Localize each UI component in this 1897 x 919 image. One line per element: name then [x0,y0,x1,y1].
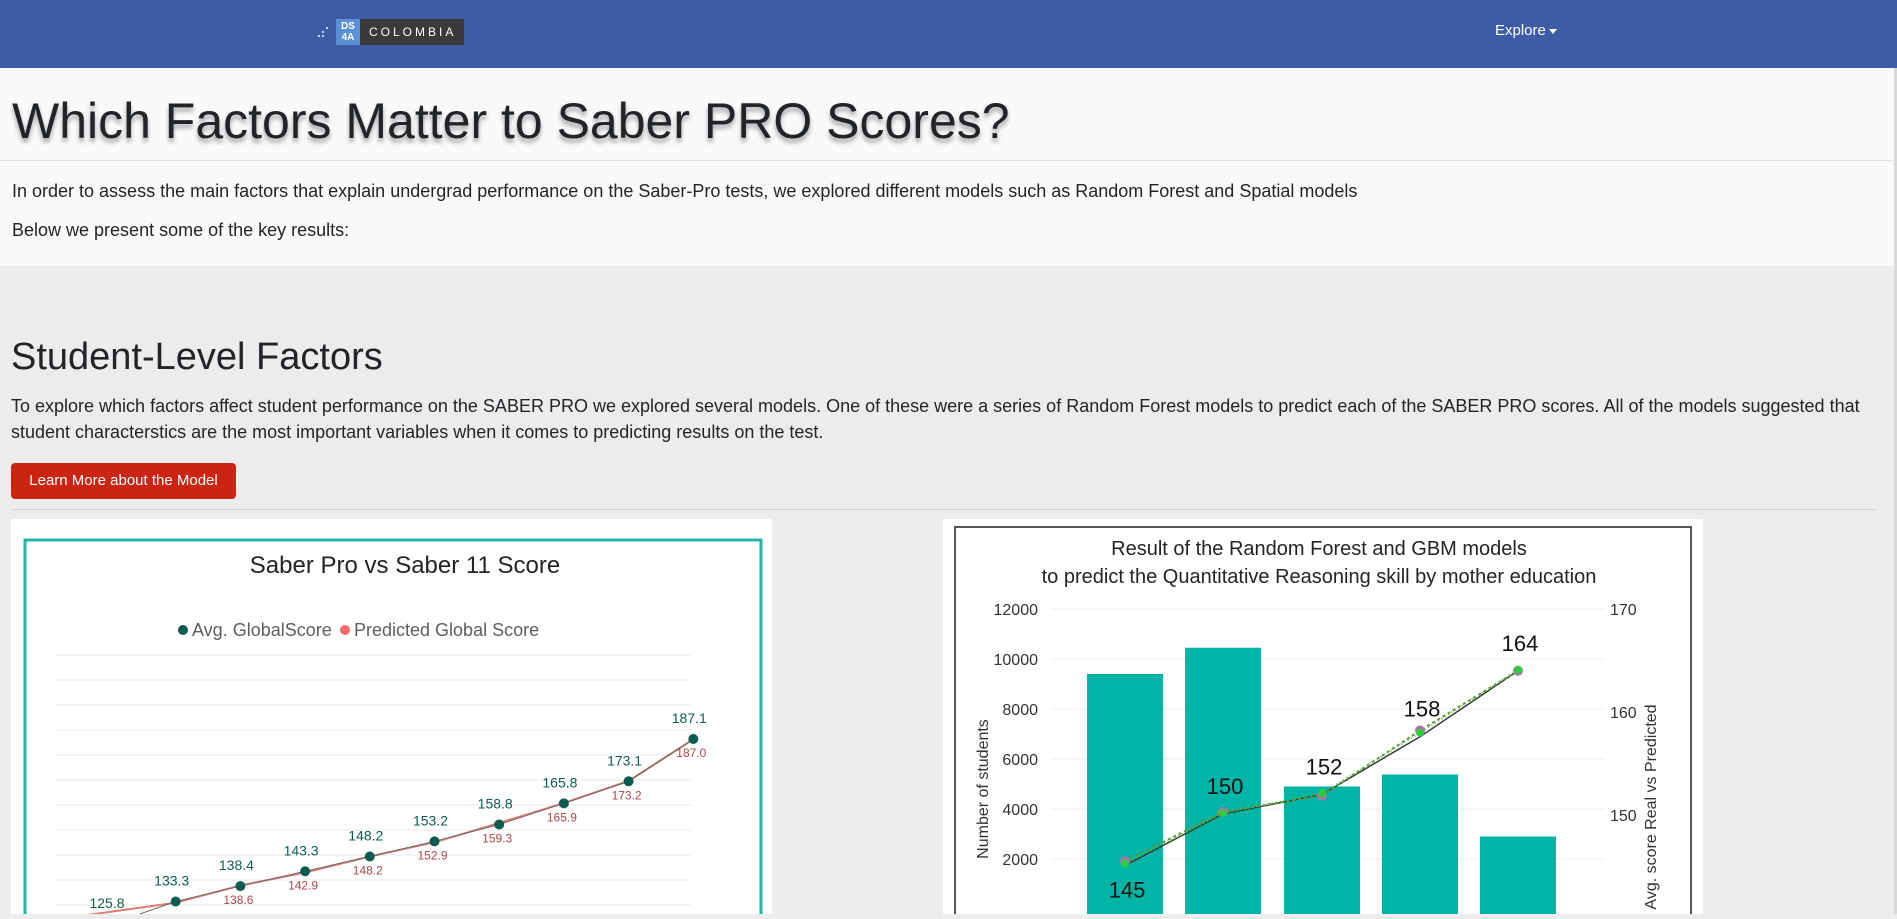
avg-label: 125.8 [89,895,124,911]
legend-label-avg: Avg. GlobalScore [192,620,332,640]
avg-point [688,734,699,744]
point-value-label: 152 [1306,754,1343,779]
chart2-lines [1120,665,1523,868]
avg-label: 173.1 [607,752,642,768]
scrollbar[interactable] [1894,68,1897,914]
explore-label: Explore [1495,22,1546,39]
gbm-point [1416,728,1424,737]
avg-point [235,881,246,892]
intro-text: In order to assess the main factors that… [12,181,1358,201]
avg-point [300,866,311,877]
point-value-label: 145 [1109,877,1146,902]
chart1-legend: Avg. GlobalScore Predicted Global Score [178,620,539,640]
logo-text: COLOMBIA [360,19,465,45]
legend-dot-avg [178,625,188,635]
gbm-point [1219,808,1227,817]
navbar: DS 4A COLOMBIA Explore [0,0,1897,68]
legend-label-predicted: Predicted Global Score [354,620,539,640]
ds4a-logo[interactable]: DS 4A COLOMBIA [318,19,465,45]
avg-label: 138.4 [219,857,254,873]
bar [1087,674,1163,919]
y2-tick-label: 170 [1610,602,1637,619]
gbm-point [1121,859,1129,868]
y2-tick-label: 160 [1610,705,1637,722]
header-panel [0,68,1894,266]
chart1-svg: Saber Pro vs Saber 11 Score Avg. GlobalS… [23,538,763,919]
chart2-point-labels: 145 150 152 158 164 [1109,631,1539,903]
avg-label: 158.8 [478,795,513,811]
chart2-subtitle: to predict the Quantitative Reasoning sk… [1042,566,1597,588]
chart1-points: 125.8 133.3 138.4 138.6 143.3 142.9 148.2 148.2… [89,710,707,911]
avg-series-line [124,738,694,919]
logo-box-line2: 4A [341,32,355,43]
chart2-title: Result of the Random Forest and GBM mode… [1111,538,1527,560]
saber-pro-vs-saber11-chart: Saber Pro vs Saber 11 Score Avg. GlobalS… [11,519,772,919]
y-tick-label: 4000 [1002,802,1038,819]
avg-point [364,851,375,862]
predicted-label: 159.3 [482,831,512,845]
bar [1480,836,1556,919]
avg-point [623,776,634,787]
caret-down-icon [1548,28,1557,34]
bar [1284,786,1360,919]
bar [1382,774,1458,919]
avg-point [558,798,569,809]
legend-dot-predicted [340,625,350,635]
chart2-bars [1087,647,1556,919]
avg-label: 153.2 [413,812,448,828]
section-title: Student-Level Factors [11,336,383,378]
chart2-svg: Result of the Random Forest and GBM mode… [954,526,1692,919]
logo-dots-icon [318,25,332,39]
predicted-label: 152.9 [417,848,447,862]
avg-point [170,896,181,907]
y2-tick-label: 150 [1610,808,1637,825]
y-tick-label: 8000 [1002,702,1038,719]
divider [0,160,1894,161]
predicted-label: 142.9 [288,878,318,892]
predicted-label: 165.9 [547,810,577,824]
point-value-label: 150 [1207,774,1244,799]
predicted-label: 173.2 [612,788,642,802]
explore-dropdown[interactable]: Explore [1495,22,1557,39]
chart2-ylabel: Number of students [975,719,992,859]
chart2-tick-labels: 12000 10000 8000 6000 4000 2000 170 160 150 [994,602,1637,869]
page-title: Which Factors Matter to Saber PRO Scores… [12,93,1010,149]
random-forest-gbm-chart: Result of the Random Forest and GBM mode… [943,519,1703,919]
logo-box: DS 4A [336,19,360,45]
chart2-border [954,526,1692,919]
chart1-border [23,538,763,919]
predicted-label: 187.0 [676,746,706,760]
avg-label: 143.3 [284,842,319,858]
point-value-label: 164 [1502,631,1539,656]
avg-label: 133.3 [154,872,189,888]
y-tick-label: 12000 [994,602,1039,619]
gbm-point [1318,789,1326,798]
avg-label: 187.1 [672,710,707,726]
avg-point [494,819,505,830]
avg-label: 165.8 [542,774,577,790]
gbm-point [1514,665,1522,674]
point-value-label: 158 [1404,697,1441,722]
logo-box-line1: DS [341,21,355,32]
predicted-label: 138.6 [223,893,253,907]
y-tick-label: 2000 [1002,852,1038,869]
learn-more-button[interactable]: Learn More about the Model [11,463,236,499]
avg-label: 148.2 [348,827,383,843]
avg-point [429,836,440,847]
chart2-y2label: Avg. score Real vs Predicted [1643,704,1660,909]
bar [1185,647,1261,919]
chart1-title: Saber Pro vs Saber 11 Score [250,552,560,579]
y-tick-label: 6000 [1002,752,1038,769]
intro-subtext: Below we present some of the key results… [12,220,350,240]
y-tick-label: 10000 [994,652,1039,669]
section-description: To explore which factors affect student … [11,396,1860,442]
divider [11,509,1876,510]
predicted-label: 148.2 [353,863,383,877]
